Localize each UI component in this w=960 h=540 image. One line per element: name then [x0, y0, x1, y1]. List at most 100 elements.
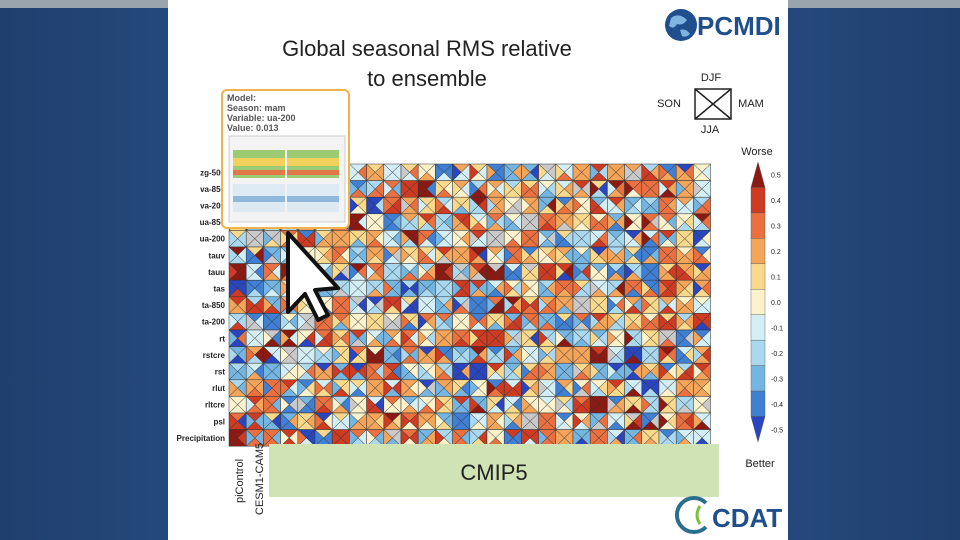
heatmap-cell-son[interactable]: [693, 213, 703, 231]
heatmap-cell-son[interactable]: [469, 429, 479, 447]
heatmap-cell-son[interactable]: [641, 379, 651, 397]
heatmap-cell-son[interactable]: [452, 412, 462, 431]
heatmap-cell-son[interactable]: [658, 213, 668, 231]
heatmap-cell-son[interactable]: [589, 213, 600, 231]
heatmap-cell-son[interactable]: [555, 412, 565, 431]
heatmap-cell-son[interactable]: [280, 263, 290, 281]
heatmap-cell-son[interactable]: [658, 246, 668, 265]
heatmap-cell-son[interactable]: [607, 346, 617, 364]
heatmap-cell-son[interactable]: [452, 362, 462, 381]
heatmap-cell-son[interactable]: [331, 346, 342, 364]
heatmap-cell-son[interactable]: [452, 163, 462, 182]
heatmap-cell-son[interactable]: [538, 196, 548, 215]
heatmap-cell-son[interactable]: [607, 196, 617, 215]
heatmap-cell-son[interactable]: [280, 279, 290, 298]
heatmap-cell-son[interactable]: [417, 395, 428, 414]
heatmap-cell-son[interactable]: [280, 379, 290, 397]
heatmap-cell-son[interactable]: [693, 362, 703, 381]
heatmap-cell-son[interactable]: [555, 429, 565, 447]
heatmap-cell-son[interactable]: [331, 312, 342, 331]
heatmap-cell-son[interactable]: [521, 329, 531, 348]
heatmap-cell-son[interactable]: [400, 213, 410, 231]
heatmap-cell-son[interactable]: [228, 329, 238, 348]
heatmap-cell-son[interactable]: [624, 412, 634, 431]
heatmap-cell-son[interactable]: [555, 229, 565, 248]
heatmap-grid[interactable]: [228, 163, 712, 447]
heatmap-cell-son[interactable]: [658, 229, 668, 248]
heatmap-cell-son[interactable]: [400, 379, 410, 397]
heatmap-cell-son[interactable]: [658, 163, 668, 182]
heatmap-cell-son[interactable]: [607, 379, 617, 397]
heatmap-cell-son[interactable]: [417, 263, 428, 281]
heatmap-cell-son[interactable]: [658, 429, 668, 447]
heatmap-cell-son[interactable]: [452, 329, 462, 348]
heatmap-cell-son[interactable]: [435, 312, 445, 331]
heatmap-cell-son[interactable]: [366, 279, 376, 298]
heatmap-cell-son[interactable]: [538, 312, 548, 331]
heatmap-cell-son[interactable]: [624, 429, 634, 447]
heatmap-cell-son[interactable]: [400, 429, 410, 447]
heatmap-cell-son[interactable]: [624, 163, 634, 182]
heatmap-cell-son[interactable]: [693, 229, 703, 248]
heatmap-cell-son[interactable]: [607, 329, 617, 348]
heatmap-cell-son[interactable]: [435, 180, 445, 198]
heatmap-cell-son[interactable]: [503, 412, 514, 431]
heatmap-cell-son[interactable]: [366, 329, 376, 348]
heatmap-cell-son[interactable]: [607, 180, 617, 198]
heatmap-cell-son[interactable]: [417, 412, 428, 431]
heatmap-cell-son[interactable]: [349, 312, 359, 331]
heatmap-cell-son[interactable]: [675, 196, 686, 215]
heatmap-cell-son[interactable]: [503, 229, 514, 248]
heatmap-cell-son[interactable]: [658, 412, 668, 431]
heatmap-cell-son[interactable]: [486, 379, 496, 397]
heatmap-cell-son[interactable]: [675, 312, 686, 331]
heatmap-cell-son[interactable]: [503, 213, 514, 231]
heatmap-cell-son[interactable]: [521, 213, 531, 231]
heatmap-cell-son[interactable]: [400, 229, 410, 248]
heatmap-cell-son[interactable]: [658, 379, 668, 397]
heatmap-cell-son[interactable]: [607, 279, 617, 298]
heatmap-cell-son[interactable]: [228, 379, 238, 397]
heatmap-cell-son[interactable]: [693, 395, 703, 414]
heatmap-cell-son[interactable]: [366, 312, 376, 331]
heatmap-cell-son[interactable]: [469, 362, 479, 381]
heatmap-cell-son[interactable]: [366, 395, 376, 414]
heatmap-cell-son[interactable]: [555, 362, 565, 381]
heatmap-cell-son[interactable]: [675, 229, 686, 248]
heatmap-cell-son[interactable]: [435, 379, 445, 397]
heatmap-cell-son[interactable]: [572, 180, 582, 198]
heatmap-cell-son[interactable]: [331, 395, 342, 414]
heatmap-cell-son[interactable]: [641, 412, 651, 431]
heatmap-cell-son[interactable]: [435, 346, 445, 364]
heatmap-cell-son[interactable]: [349, 279, 359, 298]
heatmap-cell-son[interactable]: [693, 412, 703, 431]
heatmap-cell-son[interactable]: [641, 429, 651, 447]
heatmap-cell-son[interactable]: [589, 246, 600, 265]
heatmap-cell-son[interactable]: [486, 279, 496, 298]
heatmap-cell-son[interactable]: [521, 246, 531, 265]
heatmap-cell-son[interactable]: [693, 180, 703, 198]
heatmap-cell-son[interactable]: [589, 379, 600, 397]
heatmap-cell-son[interactable]: [366, 196, 376, 215]
heatmap-cell-son[interactable]: [589, 279, 600, 298]
heatmap-cell-son[interactable]: [641, 246, 651, 265]
heatmap-cell-son[interactable]: [366, 246, 376, 265]
heatmap-cell-son[interactable]: [503, 329, 514, 348]
heatmap-cell-son[interactable]: [572, 312, 582, 331]
heatmap-cell-son[interactable]: [314, 395, 324, 414]
heatmap-cell-son[interactable]: [349, 296, 359, 314]
heatmap-cell-son[interactable]: [228, 429, 238, 447]
heatmap-cell-son[interactable]: [538, 229, 548, 248]
heatmap-cell-son[interactable]: [538, 429, 548, 447]
heatmap-cell-son[interactable]: [452, 246, 462, 265]
heatmap-cell-son[interactable]: [331, 429, 342, 447]
heatmap-cell-son[interactable]: [589, 346, 600, 364]
heatmap-cell-son[interactable]: [641, 163, 651, 182]
heatmap-cell-son[interactable]: [469, 229, 479, 248]
heatmap-cell-son[interactable]: [675, 429, 686, 447]
heatmap-cell-son[interactable]: [486, 329, 496, 348]
heatmap-cell-son[interactable]: [383, 229, 393, 248]
heatmap-cell-son[interactable]: [417, 346, 428, 364]
heatmap-cell-son[interactable]: [331, 246, 342, 265]
heatmap-cell-son[interactable]: [469, 379, 479, 397]
